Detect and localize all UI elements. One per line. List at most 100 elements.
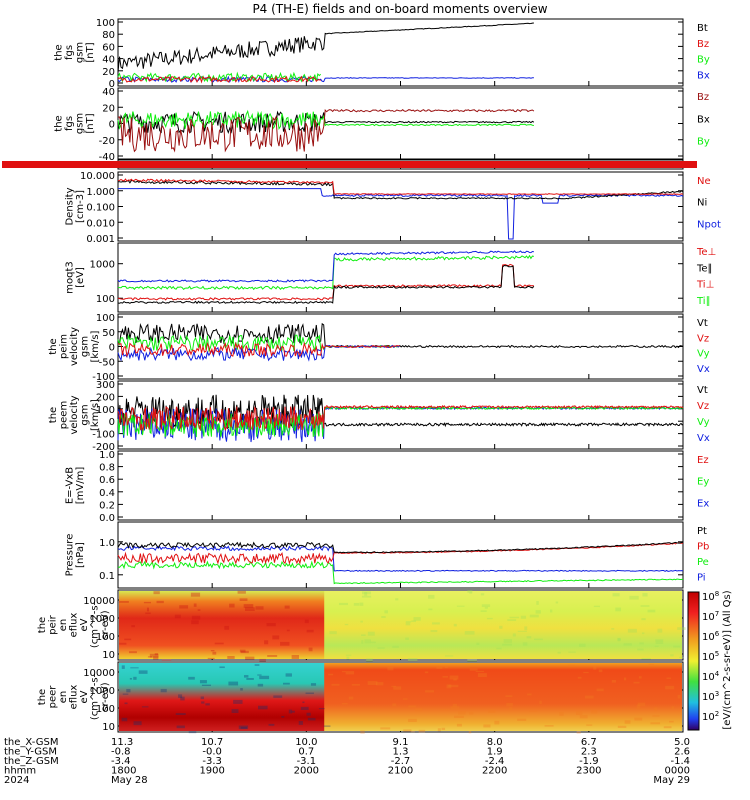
xaxis-value: 2100 [388, 766, 413, 777]
ylabel-line: peim [59, 334, 70, 359]
colorbar-tick: 103 [702, 690, 719, 703]
xaxis-value: 11.3 [111, 737, 133, 748]
colorbar-scale [687, 591, 700, 731]
ytick-label: 0 [109, 79, 115, 90]
ytick-label: 1.0 [99, 538, 115, 549]
legend-Bx: Bx [697, 114, 710, 125]
ylabel-line: peem [59, 401, 70, 429]
colorbar: 108 107 106 105 104 103 102 [eV/(cm^2-s-sr-eV)]… [687, 590, 733, 731]
ylabel-line: (cm^2-s- [90, 673, 101, 720]
ylabel-line: eV [79, 690, 90, 703]
flag-bar [2, 161, 697, 168]
xaxis-value: -3.4 [111, 756, 131, 767]
pressure-panel: Pressure [nPa] 1.0 0.1 Pt Pb Pe Pi [65, 521, 709, 589]
legend-Ey: Ey [697, 477, 709, 488]
xaxis-value: 2.3 [581, 747, 597, 758]
ylabel-line: [nT] [85, 42, 96, 62]
efield-panel: E=-VxB [mV/m] 1.0 0.80.6 0.40.2 0.0 Ez Ey Ex [65, 450, 710, 524]
legend-Vz: Vz [697, 333, 709, 344]
ylabel-line: fgs [64, 116, 75, 131]
ytick-label: -200 [92, 442, 115, 453]
ytick-label: 1000 [90, 614, 115, 625]
series-Ti-perp [117, 263, 534, 301]
xaxis-value: 10.7 [201, 737, 223, 748]
colorbar-tick: 108 [702, 590, 719, 603]
ylabel-line: gsm [75, 42, 86, 63]
legend-Pb: Pb [697, 542, 709, 553]
ytick-label: -40 [99, 152, 115, 163]
series-By [117, 109, 534, 130]
ytick-label: 100 [96, 313, 115, 324]
legend-Te∥: Te∥ [696, 263, 713, 274]
ylabel-line: Pressure [65, 534, 76, 577]
legend-Ne: Ne [697, 176, 711, 187]
series-Bx [117, 75, 534, 84]
colorbar-tick: 104 [702, 670, 720, 683]
ytick-label: 50 [102, 328, 115, 339]
series-Vz [117, 341, 400, 358]
xaxis-value: May 28 [111, 775, 148, 786]
legend-Pt: Pt [697, 526, 707, 537]
colorbar-tick: 107 [702, 610, 719, 623]
xaxis-value: 1800 [111, 766, 136, 777]
ytick-label: 0.0 [99, 513, 115, 524]
ytick-label: 20 [102, 67, 115, 78]
peer-spectrogram-ylabel: the peer en eflux eV (cm^2-s-sr-eV) [37, 673, 111, 720]
ylabel-line: eflux [69, 685, 80, 710]
legend-Npot: Npot [697, 219, 721, 230]
series-Pb [117, 542, 684, 565]
series-Vt [117, 394, 684, 429]
series-Bx [117, 110, 535, 135]
xaxis-value: -2.7 [391, 756, 411, 767]
ylabel-line: [nPa] [75, 542, 86, 568]
panel-frame [117, 242, 684, 313]
xaxis-value: -2.4 [485, 756, 505, 767]
spectrogram-pre [119, 591, 326, 659]
ytick-label: 10000 [83, 596, 115, 607]
ytick-label: 10.000 [80, 171, 115, 182]
legend-Ez: Ez [697, 455, 709, 466]
ylabel-line: peer [48, 685, 59, 709]
ytick-label: -100 [92, 430, 115, 441]
panel-frame [117, 450, 684, 521]
ylabel-line: eV [79, 618, 90, 631]
xaxis-value: May 29 [653, 775, 690, 786]
legend-By: By [697, 137, 710, 148]
ytick-label: 0 [109, 120, 115, 131]
legend-By: By [697, 55, 710, 66]
colorbar-tick: 105 [702, 650, 719, 663]
ytick-label: 0.4 [99, 488, 115, 499]
xaxis-value: 8.0 [487, 737, 503, 748]
ylabel-line: E=-VxB [65, 467, 76, 504]
legend-Bx: Bx [697, 70, 710, 81]
legend-Ti⊥: Ti⊥ [696, 280, 714, 291]
series-Ne [117, 178, 684, 195]
legend-Bt: Bt [697, 23, 708, 34]
xaxis-value: 0000 [665, 766, 690, 777]
ylabel-line: en [58, 691, 69, 704]
ylabel-line: en [58, 619, 69, 632]
pressure-ylabel: Pressure [nPa] [65, 534, 87, 577]
xaxis-value: 6.7 [581, 737, 597, 748]
xaxis-value: 1.9 [487, 747, 503, 758]
ytick-label: 10 [102, 722, 115, 733]
fgs-gsm-bxyz-panel: the fgs gsm [nT] 40 20 0 -20 -40 Bz Bx By [54, 87, 710, 163]
ytick-label: 0.010 [86, 218, 115, 229]
legend-Ex: Ex [697, 498, 709, 509]
ytick-label: 1000 [90, 686, 115, 697]
ylabel-line: sr-eV) [100, 682, 111, 711]
xaxis-row-label: 2024 [4, 775, 29, 786]
legend-Te⊥: Te⊥ [696, 247, 716, 258]
xaxis-value: 1900 [199, 766, 224, 777]
ytick-label: -20 [99, 136, 115, 147]
series-Vz [117, 404, 684, 432]
xaxis-value: -0.0 [202, 747, 222, 758]
ylabel-line: fgs [64, 45, 75, 60]
ylabel-line: peir [48, 614, 59, 634]
ytick-label: 100 [96, 18, 115, 29]
ytick-label: 10000 [83, 668, 115, 679]
